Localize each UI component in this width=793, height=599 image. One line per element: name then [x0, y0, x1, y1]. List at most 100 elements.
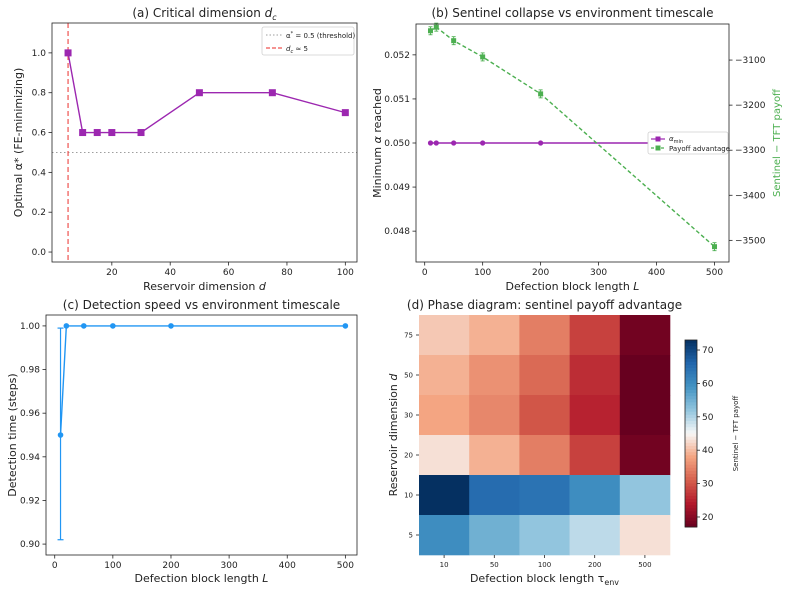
series-line: [59, 325, 346, 436]
colorbar-segment: [685, 389, 697, 394]
b-ytick-label: 0.050: [384, 139, 410, 149]
colorbar-segment: [685, 386, 697, 391]
payoff-point: [433, 24, 439, 30]
heatmap-cell: [519, 475, 570, 516]
colorbar-tick-label: 20: [702, 513, 714, 523]
heatmap-cell: [419, 355, 470, 396]
data-point: [137, 129, 145, 137]
colorbar-segment: [685, 436, 697, 441]
c-ytick-label: 0.92: [20, 496, 40, 506]
legend-alpha-marker: [655, 136, 661, 142]
colorbar-segment: [685, 352, 697, 356]
c-xtick-label: 200: [162, 561, 179, 571]
colorbar-segment: [685, 502, 697, 506]
panel-c-detection-speed: 0 100 200 300 400 500 0.90 0.92 0.94 0.96 0.98 1.00…: [6, 298, 358, 585]
x-axis-label: Reservoir dimension d: [143, 280, 267, 293]
colorbar-segment: [685, 517, 697, 522]
colorbar-segment: [685, 520, 697, 525]
alpha-min-point: [538, 140, 544, 146]
a-xtick-label: 60: [223, 268, 235, 278]
x-axis-label: Defection block length L: [135, 572, 269, 585]
d-ytick-label: 50: [404, 372, 413, 380]
data-point: [57, 432, 64, 438]
a-ytick-label: 0.0: [32, 248, 47, 258]
colorbar-segment: [685, 489, 697, 494]
c-xtick-label: 0: [52, 561, 58, 571]
d-ytick-label: 75: [404, 332, 413, 340]
a-xtick-label: 40: [164, 268, 176, 278]
colorbar-segment: [685, 483, 697, 487]
data-point: [342, 323, 349, 329]
colorbar-segment: [685, 374, 697, 378]
heatmap-cell: [569, 435, 621, 476]
panel-a-critical-dimension: 20 40 60 80 100 0.0 0.2 0.4 0.6 0.8 1.0 (a) Critica…: [12, 6, 358, 293]
legend-dc-label: dc ≈ 5: [286, 45, 308, 55]
d-ytick-label: 5: [409, 532, 413, 540]
legend-alpha-label: αmin: [669, 135, 683, 145]
b-xtick-label: 100: [474, 268, 491, 278]
heatmap-cell: [419, 515, 470, 556]
a-xtick-label: 80: [281, 268, 293, 278]
a-xtick-label: 100: [337, 268, 354, 278]
colorbar-segment: [685, 377, 697, 381]
x-axis-label: Defection block length L: [506, 280, 640, 293]
heatmap-cell: [469, 395, 520, 436]
data-point: [268, 89, 276, 97]
b-right-ytick-label: −3500: [735, 236, 766, 246]
heatmap-cell: [469, 435, 520, 476]
colorbar-tick-label: 60: [702, 379, 714, 389]
c-xtick-label: 100: [104, 561, 121, 571]
data-point: [108, 129, 116, 137]
a-ytick-label: 0.2: [32, 208, 46, 218]
colorbar-segment: [685, 361, 697, 366]
colorbar-segment: [685, 399, 697, 403]
b-ytick-label: 0.049: [384, 183, 410, 193]
colorbar-segment: [685, 427, 697, 431]
d-xtick-label: 10: [440, 561, 449, 569]
data-point: [80, 323, 87, 329]
data-point: [110, 323, 116, 329]
colorbar-segment: [685, 458, 697, 462]
heatmap-cell: [469, 475, 520, 516]
colorbar-label: Sentinel − TFT payoff: [732, 396, 740, 472]
colorbar-segment: [685, 371, 697, 375]
colorbar: 20 30 40 50 60 70 Sentinel − TFT payoff: [684, 339, 740, 528]
heatmap-cell: [569, 475, 621, 516]
d-ytick-label: 20: [404, 452, 413, 460]
colorbar-segment: [685, 455, 697, 459]
alpha-min-point: [427, 140, 434, 146]
colorbar-segment: [685, 474, 697, 478]
c-ytick-label: 0.94: [20, 453, 40, 463]
data-point: [93, 129, 101, 137]
c-xtick-label: 400: [279, 561, 296, 571]
heatmap-cell: [619, 435, 671, 476]
colorbar-segment: [685, 411, 697, 416]
heatmap-cell: [569, 315, 621, 356]
c-ytick-label: 0.90: [20, 540, 40, 550]
b-ytick-label: 0.051: [384, 95, 410, 105]
axes-frame: [51, 22, 358, 263]
b-xtick-label: 400: [648, 268, 665, 278]
heatmap-cell: [569, 395, 621, 436]
y-axis-label: Optimal α* (FE-minimizing): [12, 68, 25, 217]
heatmap-cell: [519, 315, 570, 356]
heatmap-cell: [419, 395, 470, 436]
colorbar-frame: [684, 339, 698, 528]
payoff-point: [712, 244, 718, 250]
heatmap-cell: [419, 315, 470, 356]
alpha-min-point: [451, 140, 457, 146]
heatmap-cell: [519, 515, 570, 556]
y-axis-right-label: Sentinel − TFT payoff: [772, 88, 783, 197]
data-point: [64, 49, 72, 57]
colorbar-segment: [685, 464, 697, 469]
legend-box: [261, 26, 355, 56]
colorbar-segment: [685, 433, 697, 438]
colorbar-segment: [685, 430, 697, 434]
colorbar-tick-label: 40: [702, 446, 714, 456]
heatmap-cell: [619, 355, 671, 396]
colorbar-segment: [685, 346, 697, 350]
colorbar-segment: [685, 492, 697, 497]
colorbar-segment: [685, 449, 697, 453]
b-xtick-label: 500: [706, 268, 723, 278]
